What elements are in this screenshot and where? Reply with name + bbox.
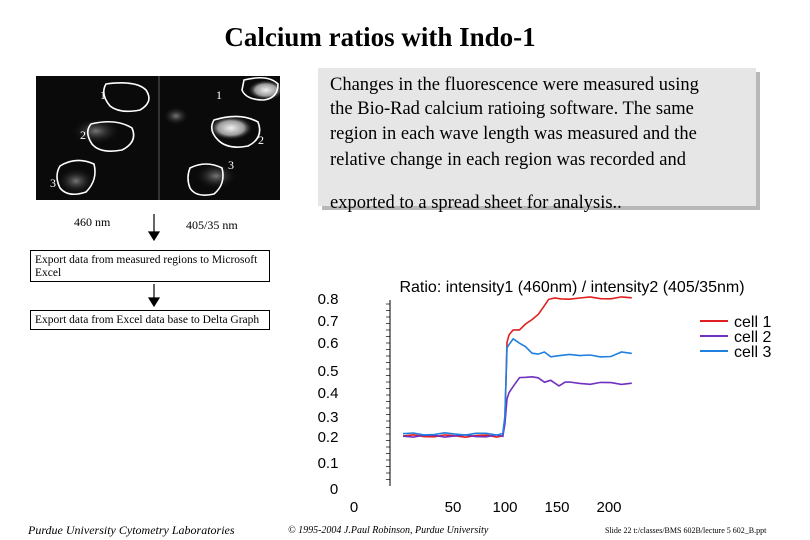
footer-institution: Purdue University Cytometry Laboratories: [28, 523, 235, 537]
y-tick-label: 0.2: [318, 429, 339, 446]
chart-title: Ratio: intensity1 (460nm) / intensity2 (…: [399, 279, 744, 296]
x-tick-label: 200: [596, 499, 621, 516]
region-label-2-right: 2: [258, 133, 264, 147]
description-line: region in each wave length was measured …: [330, 124, 697, 144]
y-tick-label: 0.3: [318, 409, 339, 426]
series-line-cell-2: [402, 375, 632, 438]
description-box: Changes in the fluorescence were measure…: [318, 68, 756, 213]
legend-label: cell 2: [734, 329, 771, 346]
caption-405nm: 405/35 nm: [186, 218, 238, 232]
chart-axes: 0 0.1 0.2 0.3 0.4 0.5 0.6 0.7 0.8 0 50 100 150 200: [318, 291, 622, 516]
y-tick-label: 0.4: [318, 385, 339, 402]
series-line-cell-1: [402, 296, 632, 439]
legend-label: cell 3: [734, 344, 771, 361]
series-line-cell-3: [402, 337, 632, 436]
region-label-3-right: 3: [228, 158, 234, 172]
x-tick-label: 150: [544, 499, 569, 516]
arrow-down-icon: [147, 297, 161, 308]
x-tick-label: 100: [492, 499, 517, 516]
y-tick-label: 0.5: [318, 363, 339, 380]
flow-arrows: [147, 214, 161, 308]
page-title: Calcium ratios with Indo-1: [224, 22, 536, 52]
x-tick-label: 0: [350, 499, 358, 516]
y-tick-label: 0.1: [318, 455, 339, 472]
flow-step-2: Export data from Excel data base to Delt…: [30, 310, 270, 330]
region-label-1-right: 1: [216, 88, 222, 102]
chart-series: [402, 296, 632, 439]
description-line: Changes in the fluorescence were measure…: [330, 75, 699, 95]
region-label-2-left: 2: [80, 128, 86, 142]
region-label-1-left: 1: [100, 88, 106, 102]
footer-copyright: © 1995-2004 J.Paul Robinson, Purdue Univ…: [288, 525, 489, 536]
region-label-3-left: 3: [50, 176, 56, 190]
microscope-image-panel: [36, 76, 284, 200]
x-tick-label: 50: [445, 499, 462, 516]
description-line: the Bio-Rad calcium ratioing software. T…: [330, 99, 694, 119]
arrow-down-icon: [147, 231, 161, 242]
footer-slide-info: Slide 22 t:/classes/BMS 602B/lecture 5 6…: [605, 526, 767, 535]
y-tick-label: 0.6: [318, 335, 339, 352]
legend-label: cell 1: [734, 314, 771, 331]
y-tick-label: 0.7: [318, 313, 339, 330]
flow-step-1: Export data from measured regions to Mic…: [30, 250, 270, 282]
y-tick-label: 0.8: [318, 291, 339, 308]
microscope-image: [36, 76, 284, 200]
description-line: exported to a spread sheet for analysis.…: [330, 193, 622, 213]
y-tick-label: 0: [330, 481, 338, 498]
description-line: relative change in each region was recor…: [330, 150, 686, 170]
caption-460nm: 460 nm: [74, 215, 111, 229]
